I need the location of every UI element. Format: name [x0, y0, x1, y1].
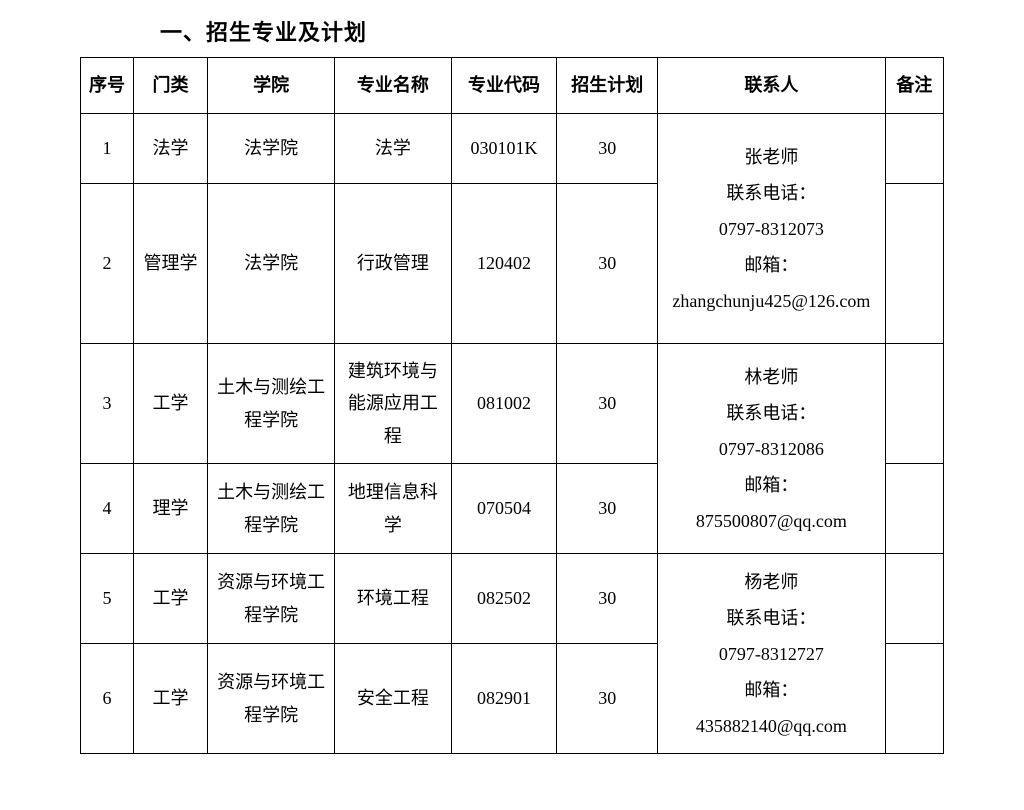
cell-major: 地理信息科学 [335, 464, 451, 554]
contact-phone: 0797-8312073 [664, 211, 879, 247]
cell-major: 行政管理 [335, 184, 451, 344]
cell-major: 安全工程 [335, 644, 451, 754]
header-contact: 联系人 [658, 58, 886, 114]
contact-email: 435882140@qq.com [664, 708, 879, 744]
cell-note [885, 644, 943, 754]
cell-seq: 1 [81, 114, 134, 184]
header-college: 学院 [208, 58, 335, 114]
cell-plan: 30 [557, 464, 658, 554]
cell-plan: 30 [557, 344, 658, 464]
cell-category: 管理学 [133, 184, 207, 344]
cell-seq: 4 [81, 464, 134, 554]
contact-phone: 0797-8312086 [664, 431, 879, 467]
cell-note [885, 114, 943, 184]
cell-code: 082502 [451, 554, 557, 644]
cell-major: 环境工程 [335, 554, 451, 644]
cell-category: 法学 [133, 114, 207, 184]
cell-college: 土木与测绘工程学院 [208, 344, 335, 464]
cell-category: 工学 [133, 644, 207, 754]
contact-phone-label: 联系电话： [664, 175, 879, 211]
contact-email: 875500807@qq.com [664, 503, 879, 539]
header-note: 备注 [885, 58, 943, 114]
table-row: 1法学法学院法学030101K30张老师联系电话：0797-8312073邮箱：… [81, 114, 944, 184]
cell-code: 030101K [451, 114, 557, 184]
contact-phone-label: 联系电话： [664, 395, 879, 431]
cell-seq: 2 [81, 184, 134, 344]
cell-category: 工学 [133, 554, 207, 644]
cell-plan: 30 [557, 114, 658, 184]
cell-college: 资源与环境工程学院 [208, 644, 335, 754]
cell-note [885, 344, 943, 464]
cell-seq: 6 [81, 644, 134, 754]
contact-email-label: 邮箱： [664, 672, 879, 708]
cell-code: 120402 [451, 184, 557, 344]
contact-email-label: 邮箱： [664, 467, 879, 503]
header-category: 门类 [133, 58, 207, 114]
table-row: 3工学土木与测绘工程学院建筑环境与能源应用工程08100230林老师联系电话：0… [81, 344, 944, 464]
contact-email-label: 邮箱： [664, 247, 879, 283]
table-row: 5工学资源与环境工程学院环境工程08250230杨老师联系电话：0797-831… [81, 554, 944, 644]
page-title: 一、招生专业及计划 [160, 15, 944, 47]
cell-note [885, 184, 943, 344]
contact-cell: 杨老师联系电话：0797-8312727邮箱：435882140@qq.com [658, 554, 886, 754]
cell-note [885, 554, 943, 644]
cell-seq: 3 [81, 344, 134, 464]
enrollment-table: 序号 门类 学院 专业名称 专业代码 招生计划 联系人 备注 1法学法学院法学0… [80, 57, 944, 754]
cell-college: 法学院 [208, 114, 335, 184]
cell-college: 土木与测绘工程学院 [208, 464, 335, 554]
cell-code: 070504 [451, 464, 557, 554]
cell-plan: 30 [557, 554, 658, 644]
cell-code: 082901 [451, 644, 557, 754]
cell-college: 法学院 [208, 184, 335, 344]
contact-cell: 张老师联系电话：0797-8312073邮箱：zhangchunju425@12… [658, 114, 886, 344]
contact-phone: 0797-8312727 [664, 636, 879, 672]
contact-name: 杨老师 [664, 564, 879, 600]
cell-major: 法学 [335, 114, 451, 184]
contact-email: zhangchunju425@126.com [664, 283, 879, 319]
cell-category: 工学 [133, 344, 207, 464]
cell-plan: 30 [557, 644, 658, 754]
contact-phone-label: 联系电话： [664, 600, 879, 636]
contact-name: 张老师 [664, 139, 879, 175]
cell-plan: 30 [557, 184, 658, 344]
contact-cell: 林老师联系电话：0797-8312086邮箱：875500807@qq.com [658, 344, 886, 554]
table-header-row: 序号 门类 学院 专业名称 专业代码 招生计划 联系人 备注 [81, 58, 944, 114]
cell-major: 建筑环境与能源应用工程 [335, 344, 451, 464]
cell-category: 理学 [133, 464, 207, 554]
cell-seq: 5 [81, 554, 134, 644]
contact-name: 林老师 [664, 359, 879, 395]
cell-note [885, 464, 943, 554]
cell-code: 081002 [451, 344, 557, 464]
header-plan: 招生计划 [557, 58, 658, 114]
header-major: 专业名称 [335, 58, 451, 114]
cell-college: 资源与环境工程学院 [208, 554, 335, 644]
header-code: 专业代码 [451, 58, 557, 114]
header-seq: 序号 [81, 58, 134, 114]
